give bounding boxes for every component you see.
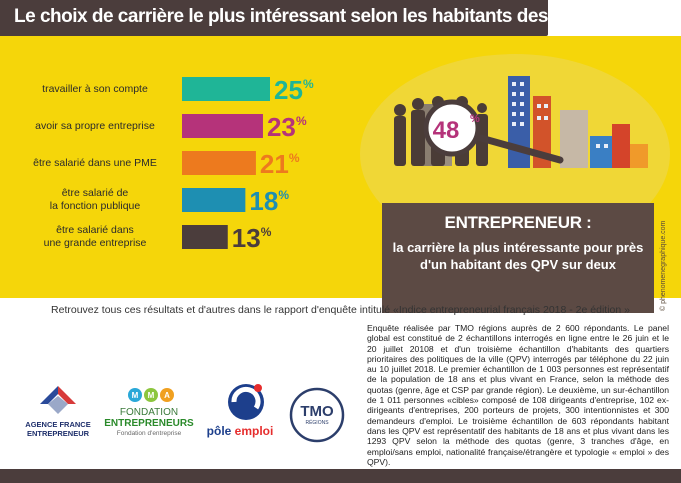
value-label-2: 21 <box>260 149 289 179</box>
svg-text:M: M <box>148 391 155 400</box>
bars-group: 25 %23 %21 %18 %13% <box>182 75 314 253</box>
magnifier-icon <box>423 99 564 164</box>
afe-emblem-icon <box>40 386 76 414</box>
value-suffix-3: % <box>278 188 289 202</box>
mma-logo-line3: Fondation d'entreprise <box>116 430 182 437</box>
category-label-line: la fonction publique <box>49 200 141 212</box>
yellow-panel: 48 % 25% 23% 21% 18% 13% travailler à son co… <box>0 36 681 313</box>
category-label-line: avoir sa propre entreprise <box>35 119 155 132</box>
title-bar: Le choix de carrière le plus intéressant… <box>0 0 592 36</box>
value-label-3: 18 <box>249 186 278 216</box>
category-label-2: être salarié dans une PME <box>20 157 170 170</box>
bar-1 <box>182 114 263 138</box>
methodology-text: Enquête réalisée par TMO régions auprès … <box>367 323 669 467</box>
category-label-1: avoir sa propre entreprise <box>20 120 170 133</box>
svg-text:M: M <box>132 391 139 400</box>
highlight-subtitle: la carrière la plus intéressante pour pr… <box>392 240 644 272</box>
pole-word: pôle <box>206 424 232 438</box>
bar-4 <box>182 225 228 249</box>
tmo-logo: TMO RÉGIONS <box>288 386 346 444</box>
afe-logo-line1: AGENCE FRANCE <box>25 420 91 429</box>
category-label-line: être salarié dans <box>56 224 134 236</box>
value-label-1: 23 <box>267 112 296 142</box>
mma-logo: M M A FONDATION ENTREPRENEURS Fondation … <box>104 385 194 445</box>
category-label-4: être salarié dans une grande entreprise <box>20 224 170 250</box>
highlight-title: ENTREPRENEUR : <box>444 213 592 232</box>
category-label-line: être salarié de <box>61 187 129 199</box>
pole-emploi-text: pôle emploi <box>204 424 276 438</box>
afe-logo-line2: ENTREPRENEUR <box>26 429 90 438</box>
pole-emploi-logo: pôle emploi <box>204 380 276 440</box>
tmo-logo-title: TMO <box>300 403 334 420</box>
category-label-line: une grande entreprise <box>43 237 147 249</box>
svg-text:A: A <box>164 391 170 400</box>
highlight-box: ENTREPRENEUR : la carrière la plus intér… <box>382 203 654 313</box>
value-suffix-4: % <box>261 225 272 239</box>
category-label-0: travailler à son compte <box>20 83 170 96</box>
tmo-logo-sub: RÉGIONS <box>305 420 329 426</box>
chart-title: Le choix de carrière le plus intéressant… <box>14 6 592 27</box>
value-label-0: 25 <box>274 75 303 105</box>
category-label-3: être salarié de la fonction publique <box>20 187 170 213</box>
value-suffix-1: % <box>296 114 307 128</box>
highlight-value: 48 <box>433 117 460 144</box>
report-line: Retrouvez tous ces résultats et d'autres… <box>51 304 630 316</box>
mma-logo-line1: FONDATION <box>119 407 179 418</box>
category-label-line: être salarié dans une PME <box>33 156 157 169</box>
pole-emploi-e-icon <box>228 384 264 420</box>
value-suffix-0: % <box>303 77 314 91</box>
value-suffix-2: % <box>289 151 300 165</box>
bar-0 <box>182 77 270 101</box>
credit-text: © phenomenegraphique.com <box>660 220 667 311</box>
windows-icon <box>512 82 608 148</box>
category-label-line: travailler à son compte <box>42 82 148 95</box>
tmo-circle-icon <box>289 387 345 443</box>
bar-2 <box>182 151 256 175</box>
emploi-word: emploi <box>234 424 274 438</box>
afe-logo: AGENCE FRANCE ENTREPRENEUR <box>24 380 92 440</box>
mma-logo-line2: ENTREPRENEURS <box>104 418 194 429</box>
bar-3 <box>182 188 246 212</box>
value-label-4: 13 <box>232 223 261 253</box>
mma-circles-icon: M M A <box>128 388 174 402</box>
bottom-bar <box>0 469 681 483</box>
highlight-suffix: % <box>470 113 480 125</box>
